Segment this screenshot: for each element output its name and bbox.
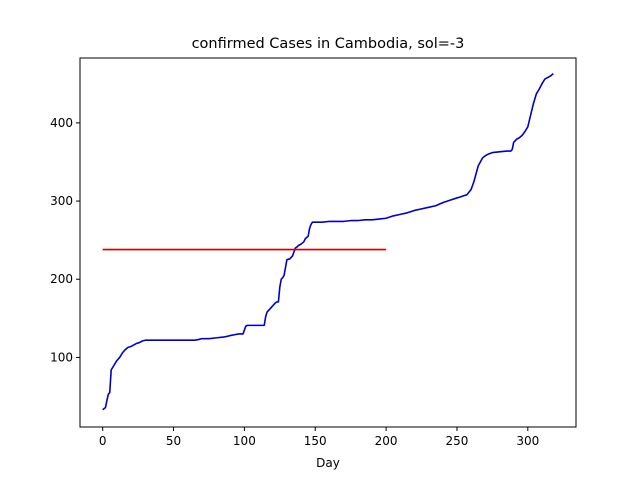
plot-frame: [79, 57, 577, 428]
y-tick-label: 200: [50, 272, 73, 286]
chart-title: confirmed Cases in Cambodia, sol=-3: [192, 36, 465, 52]
series-layer: [102, 73, 554, 411]
x-axis: 0 50 100 150 200 250 300: [99, 427, 539, 448]
x-tick-label: 0: [99, 434, 107, 448]
x-tick-label: 200: [375, 434, 398, 448]
x-tick-label: 150: [304, 434, 327, 448]
y-tick-label: 400: [50, 116, 73, 130]
x-tick-label: 50: [166, 434, 181, 448]
x-tick-label: 250: [446, 434, 469, 448]
series-line-0: [102, 73, 554, 411]
x-axis-label: Day: [316, 456, 340, 470]
y-axis: 100 200 300 400: [50, 116, 80, 364]
x-tick-label: 100: [233, 434, 256, 448]
x-tick-label: 300: [516, 434, 539, 448]
y-tick-label: 100: [50, 350, 73, 364]
y-tick-label: 300: [50, 194, 73, 208]
